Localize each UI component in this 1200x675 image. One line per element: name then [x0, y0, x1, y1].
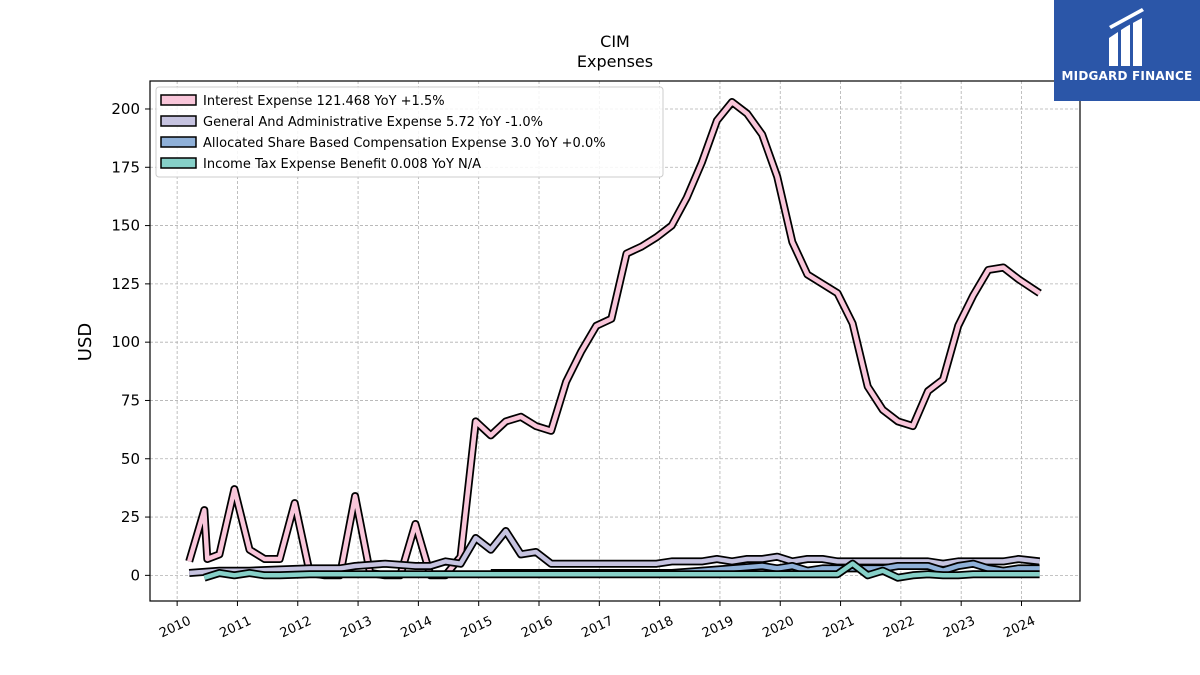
series-line	[203, 561, 1040, 580]
brand-logo: MIDGARD FINANCE	[1054, 0, 1200, 101]
x-tick-label: 2021	[821, 614, 857, 642]
y-tick-label: 50	[121, 450, 140, 468]
legend-label: Allocated Share Based Compensation Expen…	[203, 136, 606, 151]
x-axis: 2010 2011 2012 2013 2014 2015 2016 2017 2018 2019…	[157, 601, 1038, 641]
y-tick-label: 100	[111, 333, 140, 351]
legend-swatch	[160, 136, 197, 148]
x-tick-label: 2012	[278, 614, 314, 642]
y-tick-label: 0	[130, 566, 140, 584]
y-tick-label: 25	[121, 508, 140, 526]
x-tick-label: 2013	[338, 614, 374, 642]
y-tick-label: 150	[111, 217, 140, 235]
y-axis-label: USD	[75, 323, 96, 361]
x-tick-label: 2011	[217, 614, 253, 642]
x-tick-label: 2019	[700, 614, 736, 642]
x-tick-label: 2023	[941, 614, 977, 642]
legend-swatch	[160, 157, 197, 169]
plot-frame	[149, 80, 1081, 602]
x-tick-label: 2015	[459, 614, 495, 642]
legend: Interest Expense 121.468 YoY +1.5% Genera…	[155, 86, 664, 178]
chart-subtitle: Expenses	[577, 52, 653, 71]
x-tick-label: 2020	[760, 614, 796, 642]
series-3	[203, 559, 1040, 582]
legend-swatch	[160, 115, 197, 127]
x-tick-label: 2010	[157, 614, 193, 642]
legend-swatch	[160, 94, 197, 106]
chart-title: CIM	[600, 32, 630, 51]
x-tick-label: 2018	[640, 614, 676, 642]
logo-text: MIDGARD FINANCE	[1061, 69, 1193, 83]
series-layer	[185, 98, 1042, 582]
legend-label: Income Tax Expense Benefit 0.008 YoY N/A	[203, 157, 481, 172]
y-tick-label: 200	[111, 100, 140, 118]
legend-label: Interest Expense 121.468 YoY +1.5%	[203, 94, 445, 109]
x-tick-label: 2017	[579, 614, 615, 642]
y-tick-label: 175	[111, 158, 140, 176]
series-1	[188, 527, 1041, 577]
legend-label: General And Administrative Expense 5.72 …	[203, 115, 543, 130]
logo-mark-icon	[1109, 8, 1144, 66]
x-tick-label: 2024	[1002, 614, 1038, 642]
series-line	[189, 528, 1040, 576]
y-axis: 0 25 50 75 100 125 150 175 200	[111, 100, 150, 584]
x-tick-label: 2022	[881, 614, 917, 642]
y-tick-label: 125	[111, 275, 140, 293]
legend-box	[155, 86, 664, 178]
x-tick-label: 2014	[398, 614, 434, 642]
x-tick-label: 2016	[519, 614, 555, 642]
y-tick-label: 75	[121, 391, 140, 409]
